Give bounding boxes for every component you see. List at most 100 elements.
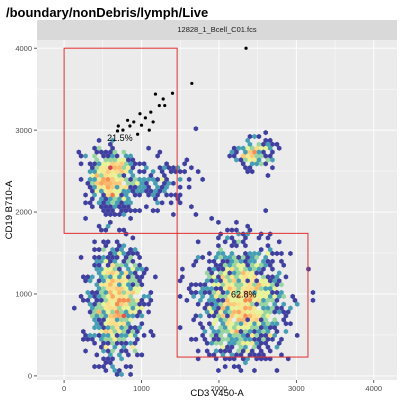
density-hexbin <box>263 286 268 292</box>
density-hexbin <box>132 161 138 167</box>
density-hexbin <box>294 332 300 338</box>
density-hexbin <box>105 262 111 268</box>
density-hexbin <box>240 301 246 307</box>
density-hexbin <box>227 262 232 268</box>
density-hexbin <box>193 289 199 296</box>
density-hexbin <box>209 278 214 284</box>
density-hexbin <box>274 344 280 350</box>
density-hexbin <box>236 364 241 370</box>
density-hexbin <box>103 336 109 342</box>
outlier-point <box>157 103 161 108</box>
density-hexbin <box>258 247 264 253</box>
density-hexbin <box>261 141 266 147</box>
density-hexbin <box>130 180 136 186</box>
density-hexbin <box>110 278 115 284</box>
density-hexbin <box>218 270 223 276</box>
density-hexbin <box>240 231 246 237</box>
density-hexbin <box>218 231 223 237</box>
density-hexbin <box>110 254 115 260</box>
outlier-point <box>149 110 153 114</box>
outlier-point <box>244 46 248 50</box>
density-hexbin <box>263 254 268 260</box>
density-hexbin <box>218 348 223 354</box>
density-hexbin <box>247 297 253 303</box>
density-hexbin <box>229 344 235 350</box>
density-hexbin <box>123 192 129 198</box>
density-hexbin <box>272 317 277 323</box>
density-hexbin <box>114 332 120 338</box>
density-hexbin <box>263 332 268 338</box>
density-hexbin <box>81 274 86 280</box>
density-hexbin <box>243 250 248 257</box>
density-hexbin <box>110 200 115 206</box>
density-hexbin <box>130 250 136 257</box>
density-hexbin <box>150 192 156 198</box>
outlier-point <box>136 132 140 136</box>
density-hexbin <box>103 297 109 303</box>
density-hexbin <box>258 231 264 237</box>
density-hexbin <box>108 219 113 225</box>
density-hexbin <box>220 352 226 358</box>
density-hexbin <box>288 250 293 257</box>
density-hexbin <box>99 204 104 210</box>
density-hexbin <box>139 266 145 272</box>
density-hexbin <box>225 321 230 327</box>
density-hexbin <box>247 289 253 296</box>
density-hexbin <box>225 235 230 241</box>
density-hexbin <box>117 336 122 342</box>
density-hexbin <box>114 371 120 377</box>
density-hexbin <box>90 336 95 342</box>
density-hexbin <box>164 184 169 190</box>
density-hexbin <box>92 332 97 338</box>
density-hexbin <box>261 352 266 358</box>
density-hexbin <box>164 192 169 198</box>
density-hexbin <box>108 204 113 210</box>
density-hexbin <box>247 336 253 342</box>
density-hexbin <box>83 278 88 284</box>
density-hexbin <box>105 301 111 307</box>
density-hexbin <box>171 180 176 186</box>
density-hexbin <box>99 344 104 350</box>
density-hexbin <box>227 309 232 315</box>
density-hexbin <box>168 192 174 198</box>
density-hexbin <box>249 293 255 299</box>
facet-strip-label: 12828_1_Bcell_C01.fcs <box>177 25 256 34</box>
density-hexbin <box>245 169 250 175</box>
density-hexbin <box>238 266 244 272</box>
density-hexbin <box>207 289 212 296</box>
density-hexbin <box>114 262 120 268</box>
density-hexbin <box>213 301 219 307</box>
density-hexbin <box>94 188 100 194</box>
density-hexbin <box>159 184 165 190</box>
density-hexbin <box>249 325 255 331</box>
density-hexbin <box>184 297 190 303</box>
density-hexbin <box>234 297 239 303</box>
density-hexbin <box>252 149 257 155</box>
density-hexbin <box>117 297 122 303</box>
density-hexbin <box>195 301 201 307</box>
density-hexbin <box>126 328 131 335</box>
density-hexbin <box>119 169 124 175</box>
density-hexbin <box>177 176 183 182</box>
density-hexbin <box>108 336 113 342</box>
density-hexbin <box>108 297 113 303</box>
density-hexbin <box>243 336 248 342</box>
gates: 21.5% 62.8% <box>63 47 309 358</box>
outlier-point <box>138 112 142 116</box>
density-hexbin <box>225 313 230 319</box>
density-hexbin <box>247 305 253 311</box>
density-hexbin <box>238 157 244 163</box>
density-hexbin <box>249 262 255 268</box>
density-hexbin <box>274 321 280 327</box>
outlier-point <box>170 91 175 95</box>
density-hexbin <box>83 153 88 159</box>
density-hexbin <box>128 364 133 370</box>
density-hexbin <box>87 278 93 284</box>
density-hexbin <box>135 266 140 272</box>
density-hexbin <box>267 153 273 159</box>
density-hexbin <box>141 270 147 276</box>
density-hexbin <box>94 172 100 179</box>
density-hexbin <box>119 200 124 206</box>
outlier-point <box>128 124 132 128</box>
density-hexbin <box>123 293 129 299</box>
